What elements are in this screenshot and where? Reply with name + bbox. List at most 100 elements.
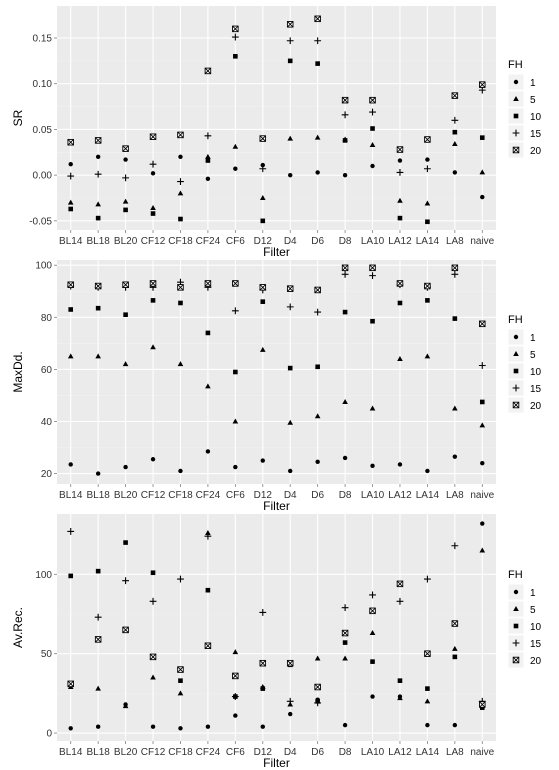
point-maxdd-fh5-la14	[424, 353, 431, 359]
point-sr-fh1-la12	[397, 158, 403, 163]
point-avrec-fh20-cf24	[204, 642, 212, 650]
x-tick-label-d4: D4	[284, 490, 297, 501]
x-tick-label-la12: LA12	[388, 490, 412, 501]
legend-label-15: 15	[530, 384, 542, 395]
point-maxdd-fh1-la10	[370, 463, 375, 468]
x-tick-label-bl20: BL20	[114, 747, 138, 758]
point-avrec-fh1-cf24	[205, 724, 211, 729]
legend-marker-1	[513, 589, 519, 595]
point-sr-fh1-bl20	[123, 157, 128, 162]
legend-marker-20	[512, 656, 520, 664]
point-maxdd-fh5-naive	[479, 422, 486, 428]
point-avrec-fh20-la8	[451, 620, 459, 627]
legend-marker-1	[513, 334, 519, 340]
point-sr-fh20-cf18	[177, 131, 184, 139]
point-maxdd-fh20-cf24	[204, 280, 212, 287]
point-sr-fh1-bl14	[68, 161, 73, 167]
y-axis-title: SR	[11, 109, 25, 126]
avrec-panel: 0 50 100 BL14 BL18 BL20 CF12 CF18 CF24 CF6 D12 D4 D6…	[11, 514, 542, 770]
point-avrec-fh5-bl18	[95, 685, 101, 691]
point-sr-fh10-bl14	[68, 206, 74, 212]
point-maxdd-fh10-bl14	[68, 307, 74, 312]
point-sr-fh15-cf12	[149, 160, 157, 168]
legend-title: FH	[508, 59, 523, 71]
y-tick-label: 100	[35, 261, 52, 272]
legend-label-20: 20	[530, 146, 542, 157]
point-maxdd-fh5-d6	[314, 413, 321, 419]
point-sr-fh15-bl14	[67, 172, 75, 180]
point-maxdd-fh10-naive	[479, 399, 485, 405]
point-maxdd-fh5-d12	[259, 346, 266, 352]
x-tick-label-cf18: CF18	[168, 490, 193, 501]
point-sr-fh15-cf6	[231, 33, 239, 41]
legend-marker-20	[512, 146, 520, 154]
point-sr-fh10-cf12	[150, 211, 156, 216]
x-tick-label-naive: naive	[470, 490, 494, 501]
point-maxdd-fh1-la8	[452, 454, 458, 459]
point-sr-fh1-d6	[315, 170, 320, 175]
point-sr-fh5-cf18	[177, 190, 184, 196]
point-avrec-fh5-la14	[424, 698, 431, 704]
x-tick-label-d6: D6	[311, 490, 324, 501]
x-tick-label-d12: D12	[254, 236, 273, 247]
point-avrec-fh10-la10	[370, 659, 375, 664]
point-maxdd-fh1-bl18	[95, 471, 101, 476]
legend-marker-5	[513, 351, 519, 356]
point-avrec-fh5-naive	[479, 547, 486, 553]
legend-title: FH	[508, 314, 523, 326]
point-avrec-fh5-d6	[314, 655, 321, 661]
point-maxdd-fh5-la10	[369, 405, 376, 411]
y-axis-title: Av.Rec.	[11, 607, 25, 648]
point-avrec-fh10-la14	[425, 686, 430, 691]
point-sr-fh10-bl18	[95, 215, 101, 221]
point-avrec-fh15-cf24	[204, 532, 212, 540]
legend-label-1: 1	[530, 588, 536, 599]
point-avrec-fh10-d8	[342, 640, 348, 645]
plot-area	[57, 514, 496, 741]
x-tick-label-la8: LA8	[446, 747, 464, 758]
point-maxdd-fh1-naive	[480, 460, 485, 466]
point-sr-fh15-la10	[369, 108, 376, 116]
point-avrec-fh15-bl14	[67, 528, 75, 535]
point-maxdd-fh20-la12	[396, 280, 404, 287]
point-sr-fh15-d8	[341, 111, 349, 119]
point-maxdd-fh1-bl14	[68, 462, 73, 467]
point-maxdd-fh20-cf18	[177, 284, 184, 291]
legend-title: FH	[508, 569, 523, 581]
point-sr-fh1-cf24	[205, 176, 211, 181]
point-avrec-fh20-cf18	[177, 666, 184, 673]
point-avrec-fh15-bl20	[122, 577, 129, 585]
point-avrec-fh10-la8	[452, 654, 458, 660]
point-maxdd-fh5-bl14	[67, 353, 74, 359]
point-sr-fh20-d12	[259, 135, 267, 142]
point-avrec-fh1-la8	[452, 722, 458, 728]
x-tick-label-d6: D6	[311, 747, 324, 758]
point-avrec-fh1-la14	[425, 722, 430, 728]
point-maxdd-fh15-naive	[478, 362, 486, 369]
point-sr-fh5-la12	[397, 197, 403, 203]
point-avrec-fh20-d6	[314, 683, 321, 691]
point-avrec-fh15-bl18	[94, 613, 102, 621]
x-tick-label-d4: D4	[284, 236, 297, 247]
x-tick-label-cf6: CF6	[226, 490, 245, 501]
point-avrec-fh20-bl14	[67, 680, 74, 688]
point-maxdd-fh20-d12	[259, 284, 267, 291]
point-avrec-fh20-cf6	[232, 672, 239, 680]
point-maxdd-fh10-la8	[452, 316, 458, 321]
point-sr-fh1-d4	[288, 172, 293, 178]
y-tick-label: 20	[41, 469, 53, 480]
point-avrec-fh20-bl20	[122, 626, 129, 634]
legend-label-20: 20	[530, 656, 542, 667]
point-avrec-fh5-d8	[342, 655, 348, 661]
point-avrec-fh15-cf6	[231, 693, 239, 700]
legend-marker-10	[513, 368, 519, 374]
point-maxdd-fh1-bl20	[123, 464, 128, 470]
x-axis-title: Filter	[263, 245, 290, 259]
x-tick-label-cf24: CF24	[196, 236, 221, 247]
point-avrec-fh10-bl18	[95, 568, 101, 574]
legend-label-10: 10	[530, 622, 542, 633]
x-tick-label-la10: LA10	[361, 747, 385, 758]
point-maxdd-fh1-cf12	[150, 457, 156, 462]
y-tick-label: 100	[35, 570, 52, 581]
y-tick-label: -0.05	[29, 216, 52, 227]
